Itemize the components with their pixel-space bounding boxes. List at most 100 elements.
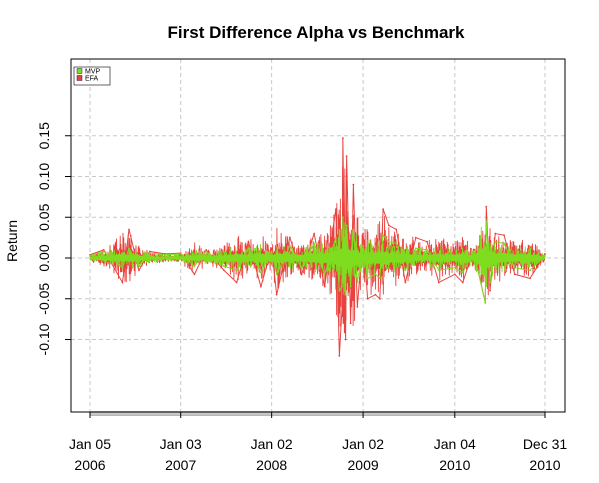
series-mvp-point [529,269,531,272]
x-tick-label-date: Jan 03 [160,436,202,452]
series-mvp-point [349,285,352,288]
series-efa-point [341,306,344,308]
series-efa-point [494,232,497,235]
plot-frame [70,58,566,413]
series-efa-point [513,273,516,276]
y-tick-label: 0.10 [36,163,52,190]
series-efa-point [247,240,250,243]
series-efa-point [356,306,359,308]
series-efa-point [223,269,225,272]
series-mvp-point [461,271,464,274]
series-efa-point [414,236,417,239]
series-efa-point [275,293,278,296]
series-efa-point [121,281,124,284]
series-mvp-point [323,273,326,276]
series-mvp-point [378,277,381,280]
series-mvp-point [494,240,497,243]
series-efa-point [352,183,355,186]
series-mvp-point [366,277,369,280]
series-mvp-point [404,269,407,272]
legend-label-mvp: MVP [85,69,101,76]
x-tick-label-date: Jan 02 [342,436,384,452]
chart-title: First Difference Alpha vs Benchmark [168,23,466,42]
series-efa-point [544,253,546,255]
series-efa-point [128,228,130,231]
series-mvp-point [288,244,291,247]
series-efa-point [288,236,291,239]
series-efa-point [382,208,384,211]
series-efa-point [345,155,348,158]
series-mvp-point [345,224,348,227]
series-efa-point [300,273,303,276]
series-efa-point [489,289,491,292]
series-mvp-point [102,250,105,253]
series-efa-point [102,248,105,251]
series-mvp-point [453,266,456,269]
series-mvp-point [334,236,337,239]
x-axis: Jan 05 2006 Jan 03 2007 Jan 02 2008 Jan 02 2009… [69,412,567,473]
series-efa-point [323,285,326,288]
y-tick-label: 0.00 [36,244,52,271]
series-mvp-point [313,242,316,245]
series-mvp-point [138,265,140,268]
series-efa-point [138,269,140,272]
x-tick-label-date: Jan 04 [434,436,476,452]
series-efa-point [235,281,238,284]
legend-swatch-mvp [76,68,83,74]
series-efa-point [260,285,262,288]
series-efa-point [270,247,273,250]
x-tick-label-year: 2010 [529,457,560,473]
series-mvp-point [121,266,124,269]
series-mvp-point [356,281,359,284]
series-mvp-point [387,240,390,243]
series-mvp-point [426,248,428,251]
grid [71,59,565,416]
series-mvp-point [503,242,505,245]
series-mvp-point [193,265,196,268]
series-efa-point [344,338,347,341]
series-mvp-point [300,266,303,269]
series-efa-point [453,273,456,276]
y-tick-label: 0.15 [36,122,52,149]
y-axis-label: Return [4,220,20,262]
series-efa-point [338,354,341,357]
series-layer [89,137,546,357]
series-mvp-point [148,252,151,255]
legend-swatch-efa [76,75,83,81]
series-efa-point [503,234,505,237]
y-tick-label: 0.05 [36,203,52,230]
series-mvp-point [205,250,208,253]
x-tick-label-year: 2007 [165,457,196,473]
series-mvp-texture [89,222,546,295]
series-efa-point [426,240,428,243]
x-tick-label-year: 2010 [439,457,470,473]
series-efa-point [378,297,381,300]
x-tick-label-date: Jan 05 [69,436,111,452]
series-mvp-point [223,265,225,268]
series-mvp-point [164,253,166,256]
series-mvp-point [247,247,250,250]
y-tick-label: -0.10 [36,323,52,355]
y-tick-label: -0.05 [36,283,52,315]
series-mvp-point [341,216,344,219]
series-mvp-point [513,266,516,269]
series-mvp-point [352,228,355,231]
series-efa-point [395,228,398,231]
x-tick-label-year: 2009 [348,457,379,473]
series-efa-point [387,224,390,227]
series-efa-point [148,250,151,253]
series-efa-point [341,137,344,140]
series-mvp-point [344,293,347,296]
y-axis: -0.10 -0.05 0.00 0.05 0.10 0.15 [36,122,71,355]
series-mvp-point [179,253,182,255]
x-tick-label-year: 2008 [256,457,287,473]
series-mvp-point [485,220,488,223]
series-efa-point [404,281,407,284]
series-efa-point [374,293,377,296]
x-tick-label-year: 2006 [74,457,105,473]
series-mvp-point [472,250,475,253]
series-efa-point [366,297,369,300]
series-efa-point [437,281,440,284]
